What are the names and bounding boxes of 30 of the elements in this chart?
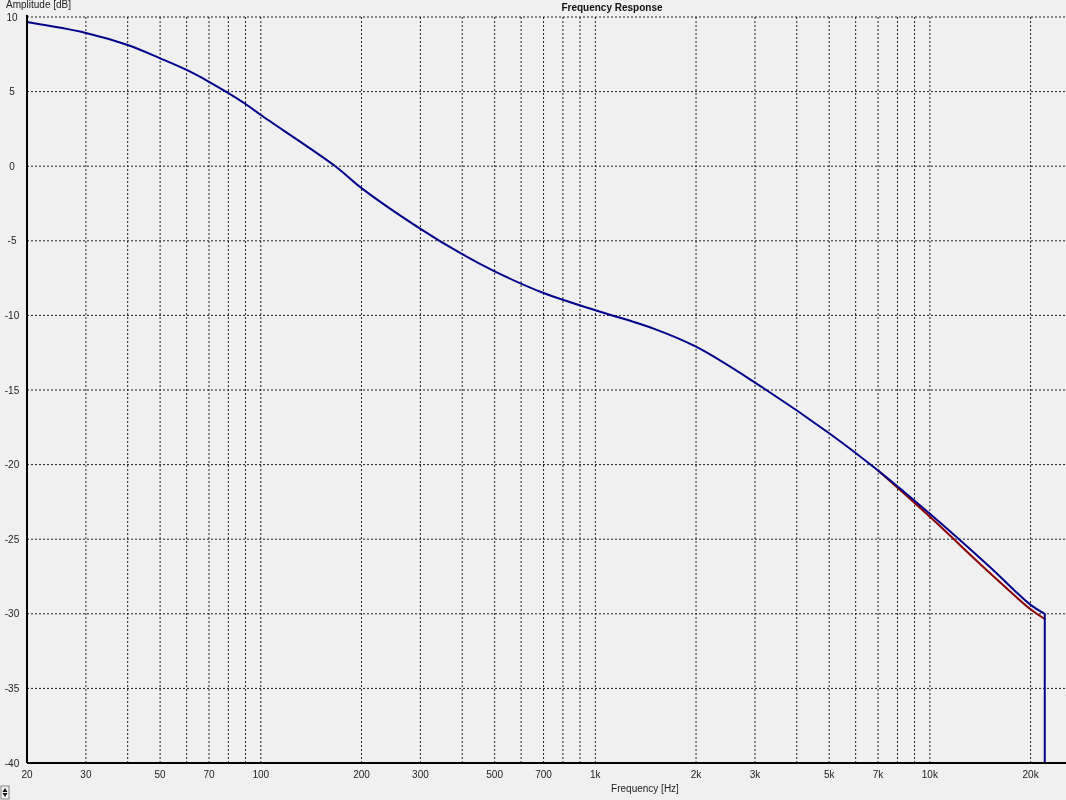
y-tick-label: 5 <box>9 86 16 98</box>
x-tick-label: 500 <box>486 769 504 780</box>
y-tick-label: -5 <box>7 235 17 247</box>
x-tick-label: 70 <box>203 769 215 780</box>
x-tick-label: 5k <box>823 769 836 780</box>
y-tick-label: 10 <box>6 11 18 23</box>
x-tick-label: 20 <box>21 769 33 780</box>
x-tick-label: 50 <box>154 769 167 780</box>
y-tick-label: -25 <box>4 533 20 545</box>
y-tick-label: -35 <box>4 682 20 694</box>
x-tick-label: 20k <box>1022 769 1040 780</box>
x-tick-label: 300 <box>412 769 430 780</box>
y-axis-title: Amplitude [dB] <box>6 0 72 10</box>
x-tick-label: 200 <box>353 769 371 780</box>
x-tick-label: 30 <box>80 769 92 780</box>
x-tick-label: 7k <box>872 769 885 780</box>
x-tick-label: 700 <box>535 769 553 780</box>
y-tick-label: -30 <box>4 608 20 620</box>
y-tick-label: -40 <box>4 757 20 769</box>
y-tick-label: -10 <box>4 309 20 321</box>
x-tick-label: 100 <box>252 769 270 780</box>
y-tick-label: -20 <box>4 459 20 471</box>
x-tick-label: 3k <box>749 769 762 780</box>
x-tick-label: 1k <box>590 769 602 780</box>
x-axis-title: Frequency [Hz] <box>611 783 680 794</box>
x-tick-label: 10k <box>921 769 939 780</box>
chart-title: Frequency Response <box>561 2 663 13</box>
y-tick-label: 0 <box>9 160 16 172</box>
y-tick-label: -15 <box>4 384 20 396</box>
x-tick-label: 2k <box>690 769 703 780</box>
